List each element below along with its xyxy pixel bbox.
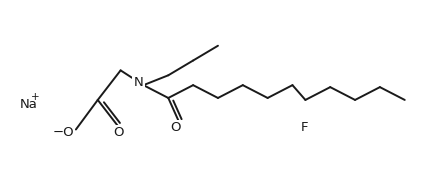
Text: F: F [300,121,308,134]
Text: O: O [113,126,124,139]
Text: +: + [31,92,40,102]
Text: Na: Na [19,98,37,111]
Text: N: N [133,76,143,89]
Text: −O: −O [52,126,74,139]
Text: O: O [170,121,181,134]
